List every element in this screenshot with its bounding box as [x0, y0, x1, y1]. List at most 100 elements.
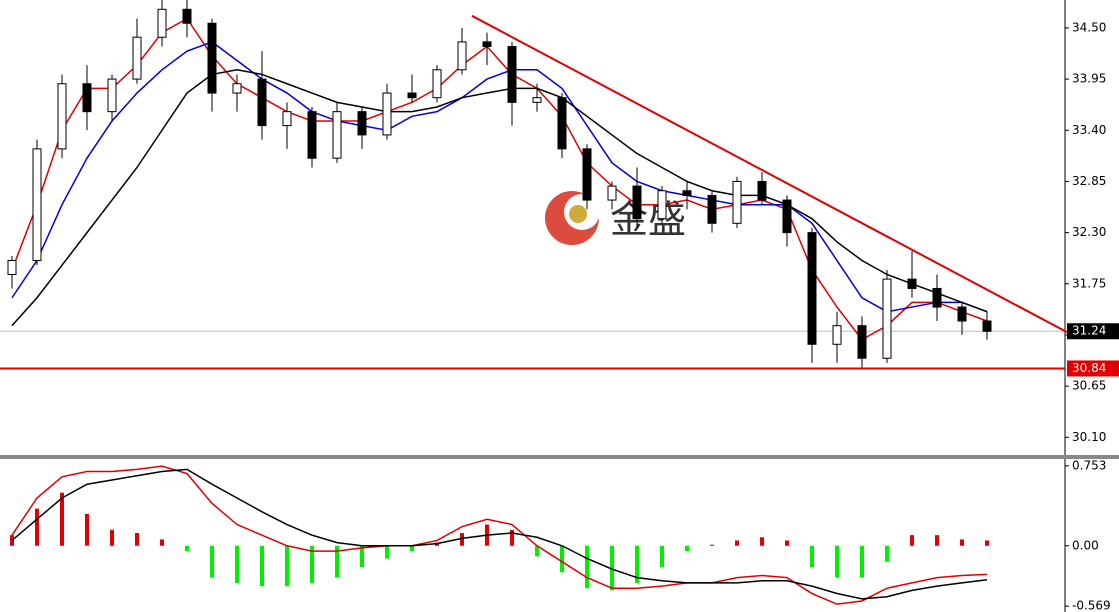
candle-body — [107, 78, 117, 113]
candle-body — [907, 278, 917, 289]
trend-line — [471, 14, 1068, 334]
histogram-bar — [710, 544, 714, 546]
candle-body — [532, 97, 542, 103]
histogram-bar — [935, 535, 939, 546]
candle-body — [507, 46, 517, 103]
candle-body — [407, 92, 417, 99]
watermark-logo — [545, 191, 600, 245]
histogram-bar — [885, 545, 889, 562]
histogram-bar — [460, 533, 464, 546]
y-tick-label: 33.95 — [1072, 72, 1106, 86]
candle-body — [257, 78, 267, 127]
y-tick-label: 0.00 — [1072, 538, 1099, 552]
candle-body — [757, 180, 767, 201]
price-label-box — [1067, 323, 1119, 340]
histogram-bar — [335, 545, 339, 578]
histogram-bar — [910, 535, 914, 546]
candle-body — [857, 325, 867, 359]
histogram-bar — [310, 545, 314, 583]
histogram-bar — [60, 492, 64, 546]
histogram-bar — [985, 540, 989, 546]
candle-body — [457, 41, 467, 71]
histogram-bar — [535, 545, 539, 557]
price-label: 30.84 — [1072, 361, 1106, 375]
candle-body — [657, 190, 667, 220]
candle-body — [832, 325, 842, 345]
histogram-bar — [835, 545, 839, 578]
candle-body — [557, 97, 567, 150]
histogram-bar — [160, 539, 164, 546]
y-tick-label: -0.569 — [1072, 599, 1111, 612]
histogram-bar — [585, 545, 589, 589]
candle-body — [357, 111, 367, 136]
y-tick-label: 32.85 — [1072, 174, 1106, 188]
candle-body — [607, 185, 617, 201]
moving-average — [11, 41, 988, 313]
histogram-bar — [860, 545, 864, 578]
macd-line — [11, 468, 988, 600]
y-tick-label: 33.40 — [1072, 123, 1106, 137]
moving-average — [11, 69, 988, 327]
candle-body — [982, 320, 992, 332]
price-label-box — [1067, 360, 1119, 377]
candle-body — [807, 232, 817, 345]
candle-body — [682, 190, 692, 196]
candle-body — [282, 111, 292, 127]
histogram-bar — [685, 545, 689, 552]
candle-body — [432, 69, 442, 99]
moving-average — [11, 17, 988, 341]
y-tick-label: 34.50 — [1072, 20, 1106, 34]
histogram-bar — [360, 545, 364, 567]
histogram-bar — [785, 540, 789, 546]
y-tick-label: 31.75 — [1072, 276, 1106, 290]
histogram-bar — [610, 545, 614, 591]
candle-body — [932, 287, 942, 308]
candle-body — [382, 92, 392, 136]
candle-body — [782, 199, 792, 234]
candle-body — [732, 180, 742, 224]
candle-body — [157, 8, 167, 38]
candle-body — [57, 83, 67, 150]
candle-body — [32, 148, 42, 262]
candle-body — [132, 36, 142, 80]
histogram-bar — [635, 545, 639, 583]
pane-separator — [0, 455, 1119, 459]
histogram-bar — [85, 513, 89, 546]
candle-body — [332, 111, 342, 159]
y-tick-label: 30.65 — [1072, 379, 1106, 393]
candle-body — [307, 111, 317, 159]
y-tick-label: 32.30 — [1072, 225, 1106, 239]
histogram-bar — [560, 545, 564, 573]
candle-body — [582, 148, 592, 201]
histogram-bar — [235, 545, 239, 583]
candle-body — [207, 22, 217, 94]
candle-body — [232, 83, 242, 94]
candle-body — [182, 8, 192, 24]
y-tick-label: 30.10 — [1072, 430, 1106, 444]
histogram-bar — [510, 529, 514, 546]
y-tick-label: 0.753 — [1072, 458, 1106, 472]
histogram-bar — [185, 545, 189, 552]
histogram-bar — [660, 545, 664, 567]
histogram-bar — [960, 539, 964, 546]
candle-body — [707, 194, 717, 224]
histogram-bar — [735, 540, 739, 546]
histogram-bar — [110, 529, 114, 546]
candle-body — [82, 83, 92, 113]
histogram-bar — [135, 533, 139, 546]
histogram-bar — [385, 545, 389, 559]
candle-body — [7, 260, 17, 275]
histogram-bar — [760, 537, 764, 546]
histogram-bar — [285, 545, 289, 587]
candle-body — [957, 306, 967, 322]
histogram-bar — [210, 545, 214, 578]
histogram-bar — [410, 545, 414, 552]
candle-body — [632, 185, 642, 220]
histogram-bar — [35, 508, 39, 546]
histogram-bar — [260, 545, 264, 587]
candle-body — [482, 41, 492, 48]
price-label: 31.24 — [1072, 324, 1106, 338]
histogram-bar — [810, 545, 814, 567]
